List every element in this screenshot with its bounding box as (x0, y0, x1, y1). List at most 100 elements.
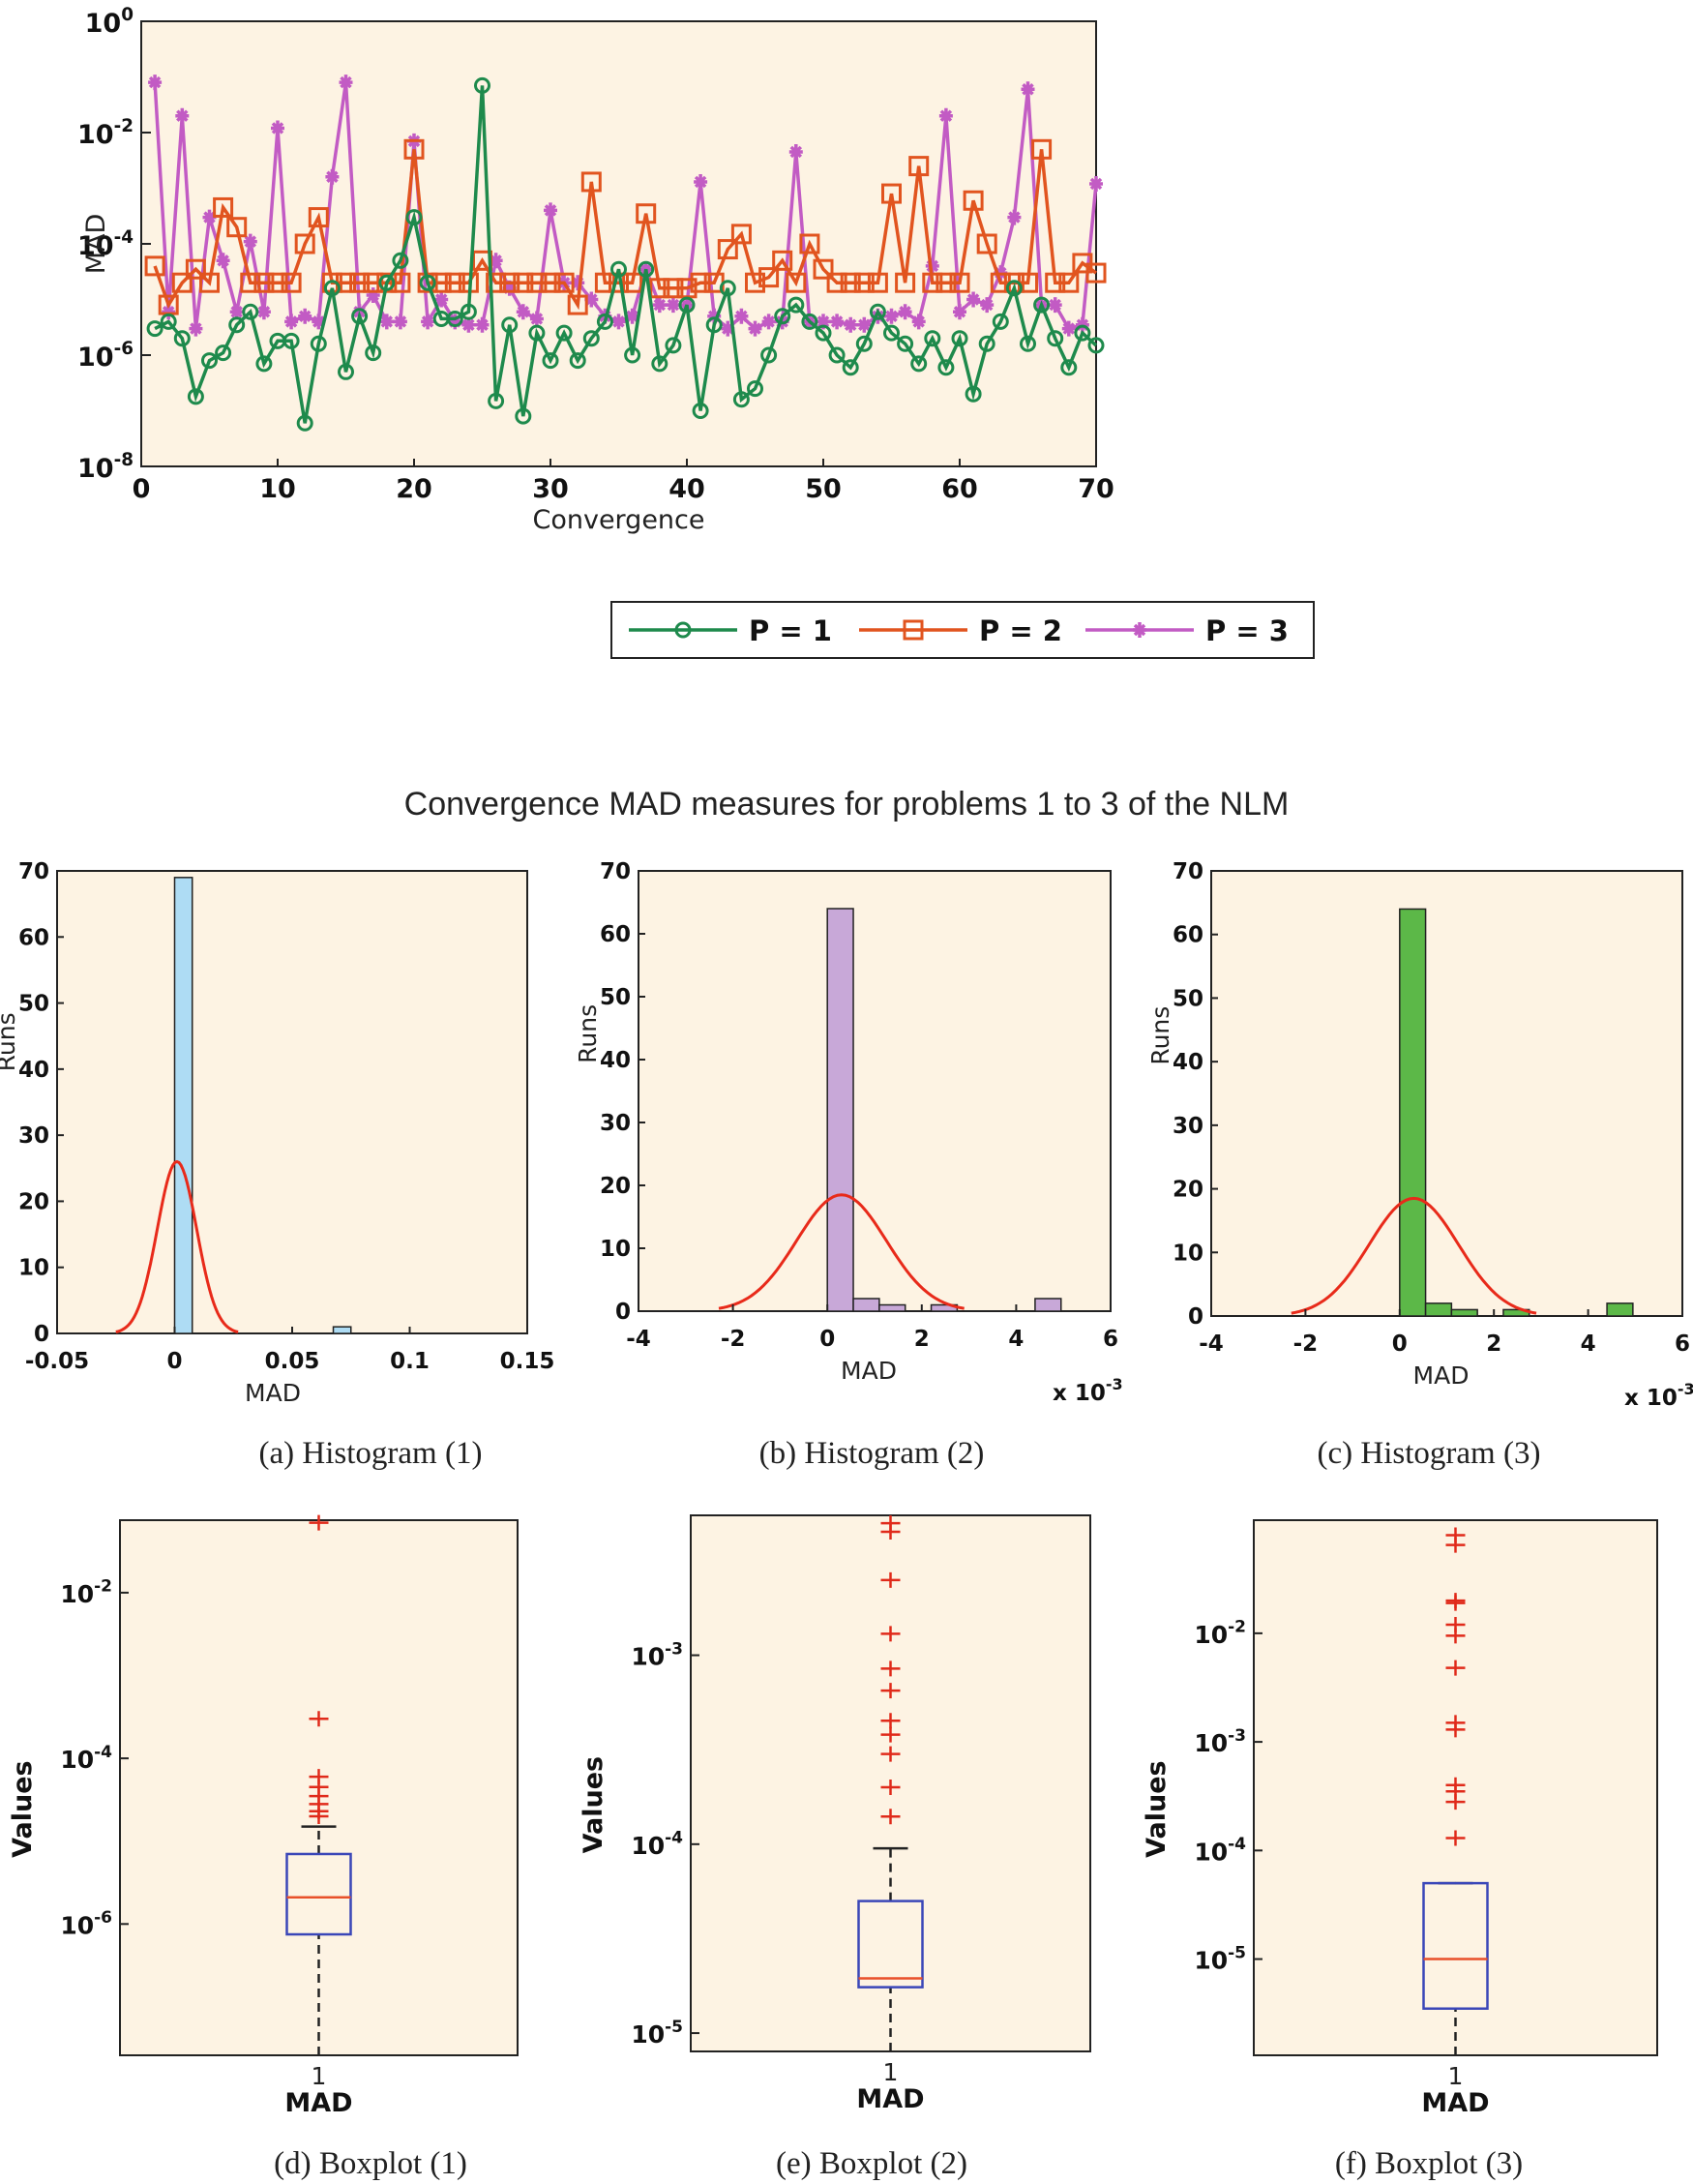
hist3-x-axis-label: MAD (1413, 1361, 1470, 1390)
hist3-y-tick-label: 70 (1173, 859, 1203, 884)
data-point (542, 352, 559, 370)
data-point (284, 314, 299, 330)
data-point (185, 258, 206, 280)
data-point (730, 224, 752, 245)
hist2-bar (826, 908, 854, 1312)
data-point (638, 260, 655, 278)
data-point (949, 272, 970, 293)
data-point (323, 280, 341, 297)
hist1-plot-area (56, 870, 528, 1334)
main-y-tick-label: 10-2 (77, 116, 134, 150)
main-x-tick-label: 10 (259, 474, 296, 504)
data-point (201, 352, 218, 370)
caption-d: (d) Boxplot (1) (274, 2146, 467, 2181)
hist2-x-tick-label: -4 (626, 1327, 651, 1352)
data-point (229, 304, 244, 320)
box2-outlier (880, 1746, 901, 1762)
hist3-normal-curve (1291, 1196, 1537, 1315)
hist2-normal-curve (718, 1193, 965, 1310)
data-point (255, 355, 273, 373)
main-y-tick-label: 10-6 (77, 339, 134, 373)
box1-x-axis-label: MAD (284, 2088, 352, 2118)
data-point (815, 324, 832, 342)
box2-outlier (880, 1626, 901, 1642)
box3-y-tick-label: 10-4 (1194, 1835, 1246, 1866)
data-point (444, 272, 465, 293)
data-point (666, 297, 680, 314)
data-point (965, 385, 982, 403)
hist1-y-tick-label: 50 (18, 992, 49, 1017)
data-point (830, 314, 845, 330)
data-point (267, 272, 288, 293)
hist3-y-tick-label: 10 (1173, 1241, 1203, 1266)
data-point (1048, 297, 1062, 314)
box1-outlier (309, 1711, 329, 1727)
data-point (544, 202, 557, 219)
hist2-x-axis-label: MAD (841, 1357, 897, 1385)
data-point (215, 344, 232, 362)
box2-category-label: 1 (883, 2058, 899, 2086)
data-point (966, 291, 981, 308)
hist1-bar (173, 877, 193, 1334)
data-point (1007, 209, 1022, 225)
box1-y-tick-label: 10-6 (60, 1908, 112, 1939)
data-point (475, 316, 490, 333)
data-point (801, 313, 818, 330)
data-point (1045, 272, 1066, 293)
data-point (596, 313, 613, 330)
hist3-y-tick-label: 60 (1173, 923, 1203, 948)
data-point (884, 308, 899, 324)
data-point (1061, 320, 1076, 337)
hist1-y-tick-label: 70 (18, 859, 49, 884)
data-point (489, 253, 503, 269)
data-point (922, 272, 943, 293)
data-point (173, 330, 191, 347)
data-point (419, 274, 436, 291)
data-point (298, 308, 312, 324)
data-point (624, 346, 641, 364)
data-point (694, 173, 708, 190)
data-point (732, 391, 750, 408)
data-point (474, 76, 490, 94)
hist3-y-tick-label: 30 (1173, 1114, 1203, 1139)
hist2-x-tick-label: 6 (1103, 1327, 1118, 1352)
box3-outlier (1445, 1660, 1466, 1676)
data-point (528, 324, 546, 342)
hist2-y-tick-label: 20 (600, 1174, 631, 1199)
box2-iqr-box (857, 1900, 924, 1989)
data-point (253, 272, 275, 293)
data-point (448, 314, 462, 330)
data-point (938, 107, 953, 124)
hist2-plot-area (638, 870, 1112, 1312)
data-point (202, 209, 217, 225)
data-point (1020, 335, 1036, 352)
data-point (516, 304, 530, 320)
data-point (813, 258, 834, 280)
data-point (216, 253, 230, 269)
data-point (717, 239, 738, 260)
data-point (582, 330, 600, 347)
data-point (953, 304, 966, 320)
box3-iqr-box (1422, 1881, 1489, 2010)
box3-y-axis-label: Values (1142, 1760, 1172, 1858)
data-point (721, 320, 735, 337)
data-point (1033, 296, 1051, 314)
data-point (705, 316, 723, 334)
box2-outlier (880, 1571, 901, 1588)
data-point (692, 403, 709, 419)
data-point (978, 335, 995, 352)
legend-label: P = 3 (1205, 614, 1289, 647)
main-x-tick-label: 30 (532, 474, 569, 504)
box2-outlier (880, 1524, 901, 1541)
data-point (555, 324, 573, 342)
figure-title: Convergence MAD measures for problems 1 … (403, 786, 1290, 823)
data-point (625, 308, 639, 324)
data-point (842, 359, 859, 376)
data-point (199, 272, 220, 293)
hist1-y-tick-label: 10 (18, 1256, 49, 1281)
data-point (513, 272, 534, 293)
data-point (529, 311, 544, 327)
data-point (897, 335, 914, 352)
data-point (421, 314, 435, 330)
